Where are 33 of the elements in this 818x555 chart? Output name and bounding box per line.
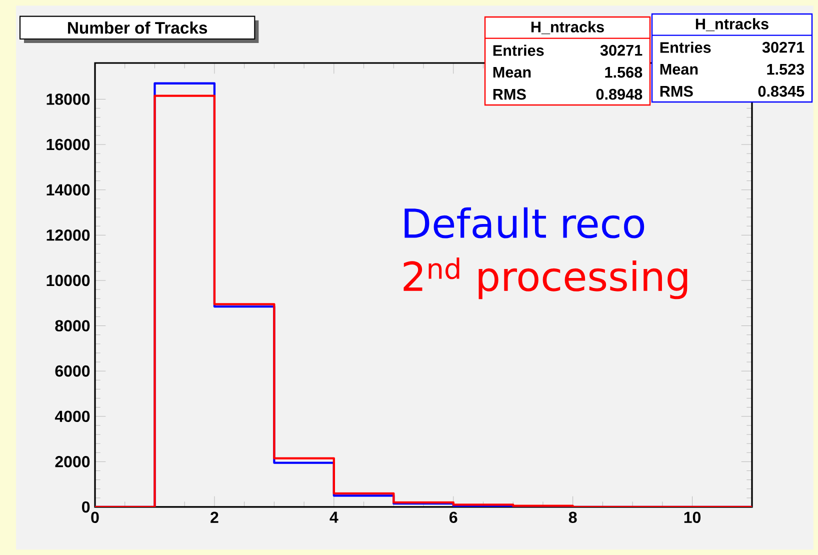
text: 2$^{nd}$ processing bbox=[404, 258, 688, 300]
x-tick-label: 6 bbox=[450, 512, 458, 524]
y-tick-label: 12000 bbox=[46, 229, 90, 241]
text: Default reco bbox=[404, 207, 644, 238]
y-tick-label: 10000 bbox=[46, 274, 90, 286]
annotation: 0.8948 bbox=[596, 88, 642, 100]
x-tick-label: 8 bbox=[568, 512, 577, 524]
y-tick-label: 16000 bbox=[46, 138, 90, 150]
x-tick-label: 2 bbox=[210, 512, 218, 523]
y-tick-label: 0 bbox=[82, 501, 90, 513]
y-tick-label: 2000 bbox=[55, 456, 90, 468]
x-tick-label: 4 bbox=[330, 512, 338, 523]
text: H_ntracks bbox=[531, 21, 604, 34]
annotation: Mean bbox=[660, 64, 698, 75]
annotation: RMS bbox=[660, 86, 693, 97]
text: Entries bbox=[493, 44, 544, 56]
text: H_ntracks bbox=[696, 18, 768, 32]
text: 1.523 bbox=[767, 64, 804, 75]
x-tick-label: 10 bbox=[684, 512, 701, 524]
y-tick-label: 14000 bbox=[46, 184, 90, 196]
annotation: 1.568 bbox=[605, 66, 642, 78]
y-tick-label: 18000 bbox=[46, 94, 90, 105]
text: 30271 bbox=[600, 44, 642, 56]
y-tick-label: 4000 bbox=[54, 410, 90, 422]
annotation: RMS bbox=[493, 88, 526, 100]
x-tick-label: 0 bbox=[91, 512, 99, 524]
chart-title: Number of Tracks bbox=[68, 22, 208, 34]
text: 0.8345 bbox=[758, 86, 804, 97]
annotation: Mean bbox=[493, 66, 531, 78]
text: 30271 bbox=[762, 42, 804, 53]
text: Entries bbox=[660, 42, 711, 53]
y-tick-label: 6000 bbox=[55, 365, 90, 377]
y-tick-label: 8000 bbox=[55, 320, 90, 332]
